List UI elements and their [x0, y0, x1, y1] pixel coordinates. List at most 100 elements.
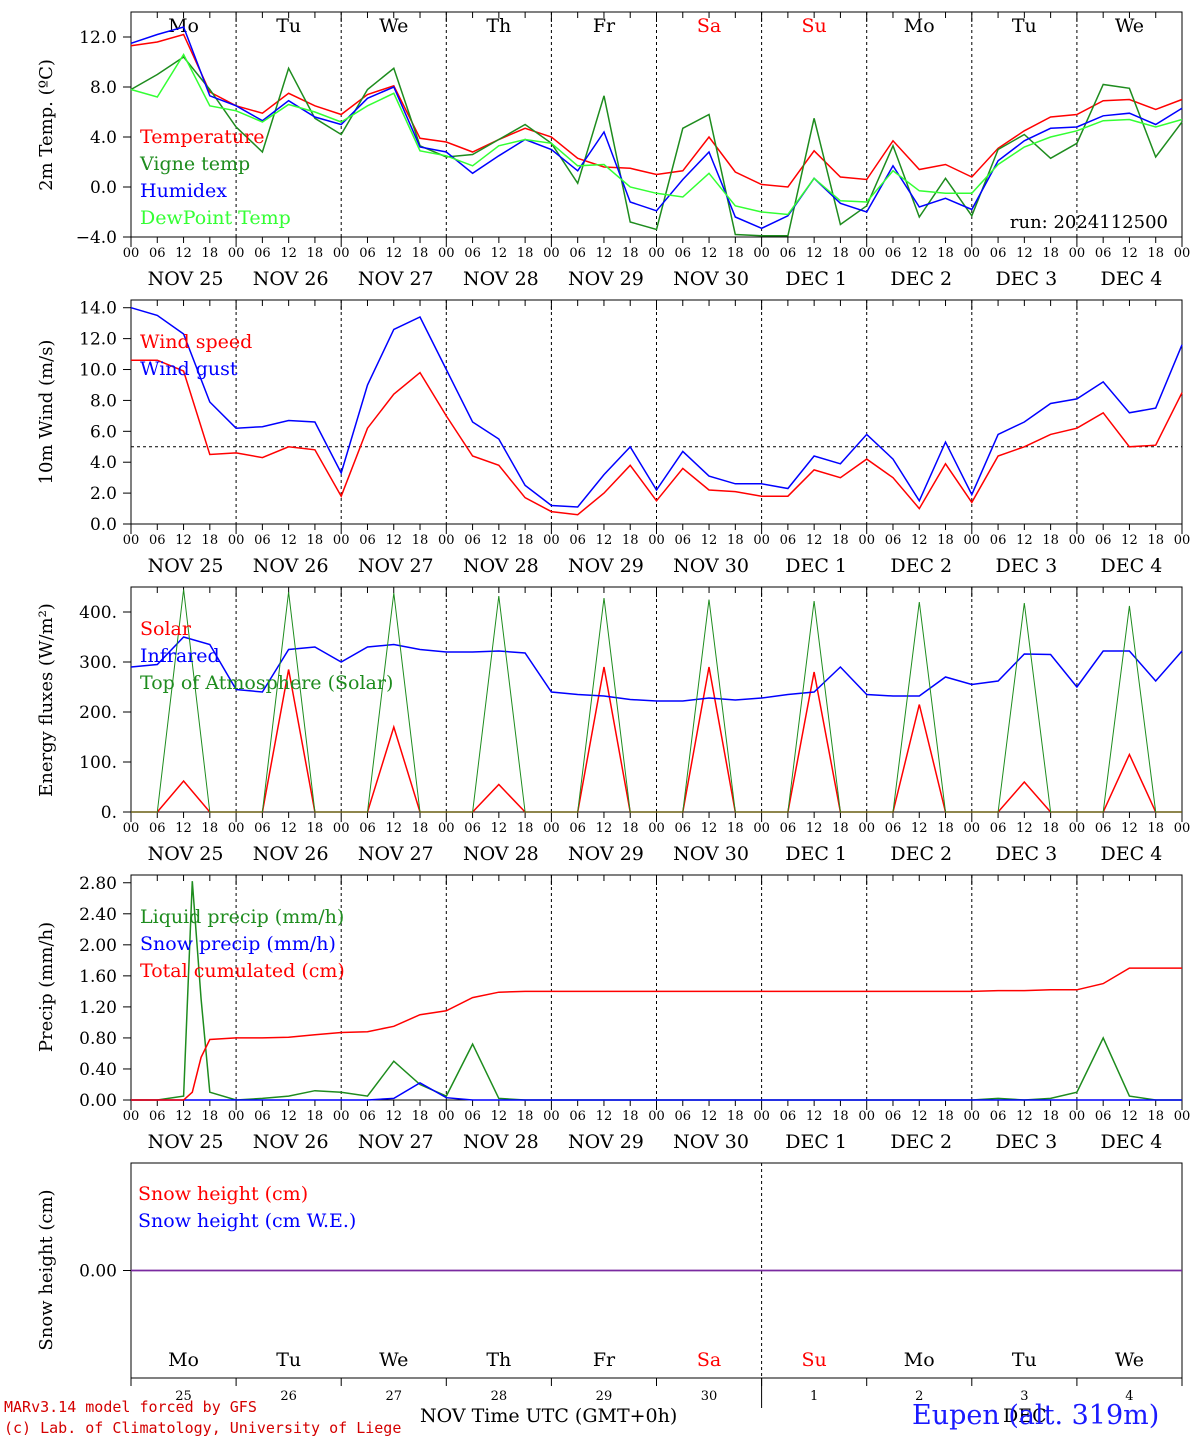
date-label: DEC 2 [890, 843, 952, 865]
hour-tick-label: 00 [964, 533, 981, 548]
hour-tick-label: 12 [385, 1109, 402, 1124]
hour-tick-label: 12 [1121, 246, 1138, 261]
date-label: NOV 26 [253, 268, 329, 290]
day-name-label: We [1115, 15, 1144, 37]
y-tick-label: 12.0 [79, 330, 117, 350]
hour-tick-label: 06 [885, 533, 902, 548]
hour-tick-label: 00 [438, 1109, 455, 1124]
series-line-humidex [130, 26, 1183, 230]
hour-tick-label: 06 [885, 821, 902, 836]
hour-tick-label: 00 [123, 533, 140, 548]
date-label: DEC 1 [785, 1131, 847, 1153]
hour-tick-label: 00 [333, 533, 350, 548]
hour-tick-label: 00 [333, 821, 350, 836]
hour-tick-label: 18 [622, 246, 639, 261]
hour-tick-label: 06 [675, 246, 692, 261]
hour-tick-label: 12 [280, 533, 297, 548]
y-tick-label: 4.0 [90, 128, 117, 148]
hour-tick-label: 06 [780, 246, 797, 261]
hour-tick-label: 18 [307, 821, 324, 836]
series-line-snow-precip-mm-h- [131, 1082, 1182, 1101]
hour-tick-label: 18 [727, 821, 744, 836]
hour-tick-label: 00 [964, 246, 981, 261]
hour-tick-label: 00 [333, 246, 350, 261]
hour-tick-label: 18 [1042, 246, 1059, 261]
footer-model-credit: MARv3.14 model forced by GFS [4, 1398, 257, 1416]
series-line-wind-gust [130, 306, 1183, 508]
hour-tick-label: 12 [806, 246, 823, 261]
hour-tick-label: 18 [622, 821, 639, 836]
hour-tick-label: 00 [1069, 246, 1086, 261]
y-tick-label: 1.60 [79, 967, 117, 987]
hour-tick-label: 18 [307, 1109, 324, 1124]
date-label: NOV 30 [673, 555, 749, 577]
hour-tick-label: 18 [517, 1109, 534, 1124]
date-label: DEC 4 [1101, 843, 1163, 865]
day-name-label: Sa [697, 1349, 721, 1371]
hour-tick-label: 12 [1121, 1109, 1138, 1124]
hour-tick-label: 18 [202, 533, 219, 548]
bottom-day-number: 30 [701, 1389, 718, 1404]
bottom-day-number: 28 [491, 1389, 508, 1404]
footer-lab-credit: (c) Lab. of Climatology, University of L… [4, 1419, 402, 1437]
hour-tick-label: 00 [858, 1109, 875, 1124]
series-line-infrared [130, 636, 1183, 702]
date-label: NOV 28 [463, 555, 539, 577]
hour-tick-label: 12 [175, 1109, 192, 1124]
hour-tick-label: 00 [858, 246, 875, 261]
hour-tick-label: 06 [464, 821, 481, 836]
hour-tick-label: 00 [1174, 533, 1191, 548]
legend-entry: Humidex [140, 180, 227, 202]
legend-entry: Wind gust [140, 358, 238, 380]
legend-entry: Top of Atmosphere (Solar) [140, 672, 393, 694]
y-tick-label: 0.80 [79, 1029, 117, 1049]
hour-tick-label: 12 [596, 821, 613, 836]
hour-tick-label: 18 [832, 533, 849, 548]
y-tick-label: 0. [101, 803, 117, 823]
legend-entry: Infrared [140, 645, 220, 667]
date-label: DEC 4 [1101, 268, 1163, 290]
hour-tick-label: 00 [648, 533, 665, 548]
bottom-day-number: 4 [1125, 1389, 1133, 1404]
series-line-top-of-atmosphere-solar- [131, 589, 1182, 813]
hour-tick-label: 12 [911, 821, 928, 836]
hour-tick-label: 12 [491, 533, 508, 548]
date-label: DEC 3 [995, 843, 1057, 865]
day-name-label: Mo [168, 1349, 199, 1371]
day-name-label: Tu [276, 1349, 301, 1371]
panel-frame-2 [130, 586, 1183, 813]
hour-tick-label: 00 [123, 821, 140, 836]
date-label: DEC 1 [785, 555, 847, 577]
hour-tick-label: 12 [596, 1109, 613, 1124]
hour-tick-label: 06 [464, 246, 481, 261]
hour-tick-label: 00 [1069, 1109, 1086, 1124]
hour-tick-label: 12 [175, 533, 192, 548]
hour-tick-label: 00 [1174, 246, 1191, 261]
hour-tick-label: 06 [990, 246, 1007, 261]
hour-tick-label: 12 [1016, 1109, 1033, 1124]
hour-tick-label: 12 [911, 1109, 928, 1124]
day-name-label: Tu [276, 15, 301, 37]
legend-entry: Wind speed [140, 331, 252, 353]
y-tick-label: 200. [79, 703, 117, 723]
series-line-dewpoint-temp [130, 52, 1183, 216]
hour-tick-label: 12 [911, 533, 928, 548]
hour-tick-label: 00 [1069, 821, 1086, 836]
hour-tick-label: 00 [1069, 533, 1086, 548]
hour-tick-label: 18 [1147, 246, 1164, 261]
hour-tick-label: 12 [385, 533, 402, 548]
y-tick-label: 1.20 [79, 998, 117, 1018]
hour-tick-label: 06 [569, 246, 586, 261]
day-name-label: Sa [697, 15, 721, 37]
hour-tick-label: 06 [359, 821, 376, 836]
y-tick-label: 10.0 [79, 361, 117, 381]
hour-tick-label: 12 [280, 1109, 297, 1124]
hour-tick-label: 00 [333, 1109, 350, 1124]
bottom-month-dec: DEC [1003, 1405, 1047, 1427]
date-label: NOV 30 [673, 843, 749, 865]
x-axis-title: NOV Time UTC (GMT+0h) [420, 1405, 677, 1427]
date-label: NOV 25 [148, 268, 224, 290]
series-line-total-cumulated-cm- [131, 967, 1182, 1101]
hour-tick-label: 00 [543, 821, 560, 836]
